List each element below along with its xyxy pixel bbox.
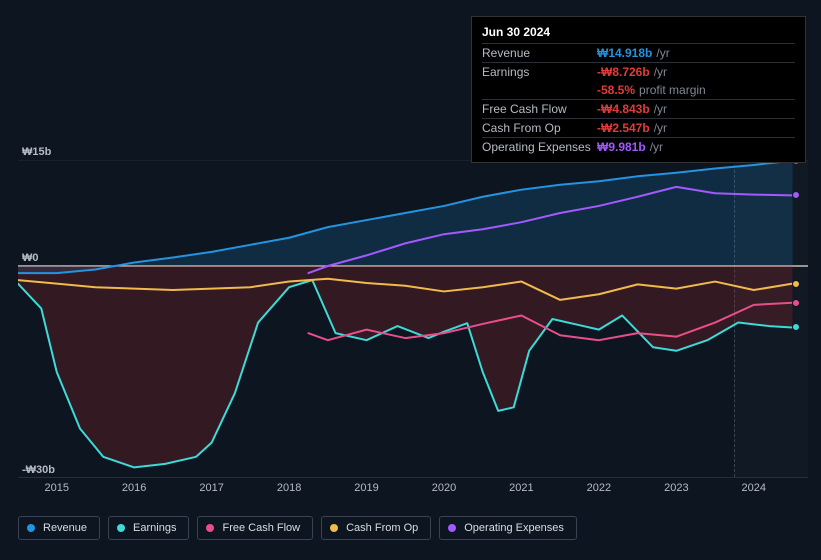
x-axis-label: 2021	[509, 482, 533, 494]
tooltip-row-value: -₩8.726b	[597, 65, 650, 79]
chart-legend: Revenue Earnings Free Cash Flow Cash From O…	[18, 516, 577, 540]
legend-dot	[448, 524, 456, 532]
tooltip-row-suffix: /yr	[654, 121, 667, 135]
series-endcap	[792, 280, 800, 288]
tooltip-row-value: ₩9.981b	[597, 140, 646, 154]
legend-label: Earnings	[133, 522, 176, 534]
x-axis-label: 2018	[277, 482, 301, 494]
tooltip-row: -58.5% profit margin	[482, 81, 795, 99]
x-axis-label: 2023	[664, 482, 688, 494]
tooltip-row: Revenue₩14.918b/yr	[482, 43, 795, 62]
legend-item-cashop[interactable]: Cash From Op	[321, 516, 431, 540]
tooltip-row-label: Earnings	[482, 65, 597, 79]
legend-item-fcf[interactable]: Free Cash Flow	[197, 516, 313, 540]
legend-label: Revenue	[43, 522, 87, 534]
x-axis-label: 2019	[354, 482, 378, 494]
x-axis-label: 2022	[587, 482, 611, 494]
x-axis: 2015 2016 2017 2018 2019 2020 2021 2022 2023 2024	[18, 482, 808, 502]
chart-svg	[18, 160, 808, 478]
tooltip-date: Jun 30 2024	[482, 23, 795, 43]
x-axis-label: 2024	[742, 482, 766, 494]
tooltip-row: Free Cash Flow-₩4.843b/yr	[482, 99, 795, 118]
legend-label: Operating Expenses	[464, 522, 564, 534]
tooltip-row-suffix: /yr	[656, 46, 669, 60]
legend-dot	[117, 524, 125, 532]
tooltip-row-value: ₩14.918b	[597, 46, 652, 60]
legend-label: Cash From Op	[346, 522, 418, 534]
series-endcap	[792, 323, 800, 331]
tooltip-row-value: -₩2.547b	[597, 121, 650, 135]
series-endcap	[792, 191, 800, 199]
legend-item-earnings[interactable]: Earnings	[108, 516, 189, 540]
tooltip-row-suffix: /yr	[654, 102, 667, 116]
tooltip-row-label: Revenue	[482, 46, 597, 60]
tooltip-row-suffix: /yr	[650, 140, 663, 154]
y-axis-label: ₩15b	[22, 146, 51, 158]
tooltip-row: Operating Expenses₩9.981b/yr	[482, 137, 795, 156]
plot-area	[18, 160, 808, 478]
tooltip-row: Cash From Op-₩2.547b/yr	[482, 118, 795, 137]
tooltip-row-label: Operating Expenses	[482, 140, 597, 154]
tooltip-row-value: -₩4.843b	[597, 102, 650, 116]
series-endcap	[792, 299, 800, 307]
tooltip-row-value: -58.5%	[597, 83, 635, 97]
x-axis-label: 2020	[432, 482, 456, 494]
x-axis-label: 2016	[122, 482, 146, 494]
legend-item-revenue[interactable]: Revenue	[18, 516, 100, 540]
x-axis-label: 2017	[199, 482, 223, 494]
chart-tooltip: Jun 30 2024 Revenue₩14.918b/yrEarnings-₩…	[471, 16, 806, 163]
legend-label: Free Cash Flow	[222, 522, 300, 534]
legend-dot	[27, 524, 35, 532]
tooltip-row: Earnings-₩8.726b/yr	[482, 62, 795, 81]
x-axis-label: 2015	[44, 482, 68, 494]
legend-dot	[206, 524, 214, 532]
tooltip-row-label: Free Cash Flow	[482, 102, 597, 116]
tooltip-row-suffix: profit margin	[639, 83, 706, 97]
legend-item-opex[interactable]: Operating Expenses	[439, 516, 577, 540]
financials-chart: Jun 30 2024 Revenue₩14.918b/yrEarnings-₩…	[0, 0, 821, 560]
legend-dot	[330, 524, 338, 532]
tooltip-row-suffix: /yr	[654, 65, 667, 79]
tooltip-row-label: Cash From Op	[482, 121, 597, 135]
